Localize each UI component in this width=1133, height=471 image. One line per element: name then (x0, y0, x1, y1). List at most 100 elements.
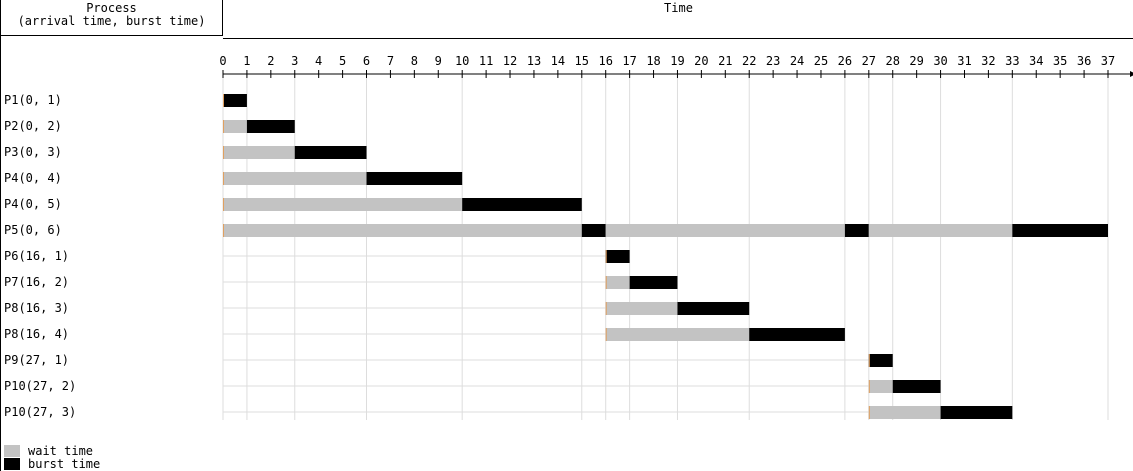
arrival-marker (868, 354, 870, 367)
axis-tick-label: 0 (219, 54, 226, 68)
axis-tick-label: 25 (814, 54, 828, 68)
process-label: P8(16, 3) (4, 301, 69, 315)
wait-bar (605, 328, 750, 341)
axis-tick-label: 5 (339, 54, 346, 68)
axis-tick-label: 20 (694, 54, 708, 68)
axis-tick-label: 9 (435, 54, 442, 68)
process-label: P4(0, 4) (4, 171, 62, 185)
arrival-marker (868, 406, 870, 419)
axis-tick-label: 26 (838, 54, 852, 68)
axis-tick-label: 27 (862, 54, 876, 68)
axis-tick-label: 16 (598, 54, 612, 68)
legend-label: burst time (28, 457, 100, 471)
arrival-marker (605, 328, 607, 341)
axis-tick-label: 15 (575, 54, 589, 68)
axis-tick-label: 33 (1005, 54, 1019, 68)
burst-bar (677, 302, 750, 315)
axis-tick-label: 34 (1029, 54, 1043, 68)
axis-tick-label: 2 (267, 54, 274, 68)
axis-tick-label: 6 (363, 54, 370, 68)
axis-tick-label: 7 (387, 54, 394, 68)
axis-tick-label: 8 (411, 54, 418, 68)
process-header-title: Process (86, 1, 137, 15)
legend-label: wait time (28, 444, 93, 458)
burst-bar (605, 250, 630, 263)
process-label: P7(16, 2) (4, 275, 69, 289)
axis-tick-label: 1 (243, 54, 250, 68)
process-label: P4(0, 5) (4, 197, 62, 211)
burst-bar (629, 276, 678, 289)
wait-bar (868, 224, 1013, 237)
axis-tick-label: 23 (766, 54, 780, 68)
burst-bar (749, 328, 845, 341)
axis-tick-label: 32 (981, 54, 995, 68)
axis-tick-label: 28 (886, 54, 900, 68)
arrival-marker (605, 276, 607, 289)
process-label: P3(0, 3) (4, 145, 62, 159)
arrival-marker (223, 198, 224, 211)
wait-bar (605, 224, 845, 237)
axis-tick-label: 13 (527, 54, 541, 68)
process-label: P9(27, 1) (4, 353, 69, 367)
axis-tick-label: 21 (718, 54, 732, 68)
wait-bar (223, 172, 367, 185)
axis-tick-label: 24 (790, 54, 804, 68)
wait-bar (868, 380, 893, 393)
process-header-subtitle: (arrival time, burst time) (17, 14, 206, 28)
burst-bar (1012, 224, 1108, 237)
burst-bar (294, 146, 367, 159)
axis-tick-label: 17 (622, 54, 636, 68)
burst-bar (581, 224, 606, 237)
process-label: P5(0, 6) (4, 223, 62, 237)
legend-swatch-wait (4, 445, 20, 457)
axis-tick-label: 29 (909, 54, 923, 68)
time-header-title: Time (664, 1, 693, 15)
wait-bar (223, 120, 247, 133)
burst-bar (366, 172, 463, 185)
burst-bar (868, 354, 893, 367)
axis-tick-label: 12 (503, 54, 517, 68)
arrival-marker (868, 380, 870, 393)
process-column-header: Process (arrival time, burst time) (1, 0, 223, 36)
axis-tick-label: 31 (957, 54, 971, 68)
axis-arrow (1130, 71, 1133, 77)
axis-tick-label: 37 (1101, 54, 1115, 68)
arrival-marker (223, 120, 224, 133)
axis-tick-label: 11 (479, 54, 493, 68)
process-label: P2(0, 2) (4, 119, 62, 133)
time-column-header: Time (223, 0, 1133, 39)
axis-tick-label: 35 (1053, 54, 1067, 68)
axis-tick-label: 3 (291, 54, 298, 68)
process-label: P10(27, 2) (4, 379, 76, 393)
arrival-marker (605, 302, 607, 315)
process-label: P8(16, 4) (4, 327, 69, 341)
axis-tick-label: 30 (933, 54, 947, 68)
wait-bar (605, 302, 678, 315)
burst-bar (246, 120, 295, 133)
axis-tick-label: 22 (742, 54, 756, 68)
wait-bar (223, 198, 463, 211)
wait-bar (868, 406, 941, 419)
burst-bar (462, 198, 582, 211)
process-label: P1(0, 1) (4, 93, 62, 107)
burst-bar (940, 406, 1013, 419)
arrival-marker (223, 224, 224, 237)
process-label: P6(16, 1) (4, 249, 69, 263)
axis-tick-label: 10 (455, 54, 469, 68)
burst-bar (892, 380, 941, 393)
axis-tick-label: 19 (670, 54, 684, 68)
axis-tick-label: 18 (646, 54, 660, 68)
wait-bar (605, 276, 630, 289)
axis-tick-label: 14 (551, 54, 565, 68)
wait-bar (223, 146, 295, 159)
burst-bar (844, 224, 869, 237)
arrival-marker (223, 94, 224, 107)
axis-tick-label: 36 (1077, 54, 1091, 68)
arrival-marker (223, 172, 224, 185)
burst-bar (223, 94, 247, 107)
process-label: P10(27, 3) (4, 405, 76, 419)
arrival-marker (223, 146, 224, 159)
arrival-marker (605, 250, 607, 263)
wait-bar (223, 224, 582, 237)
